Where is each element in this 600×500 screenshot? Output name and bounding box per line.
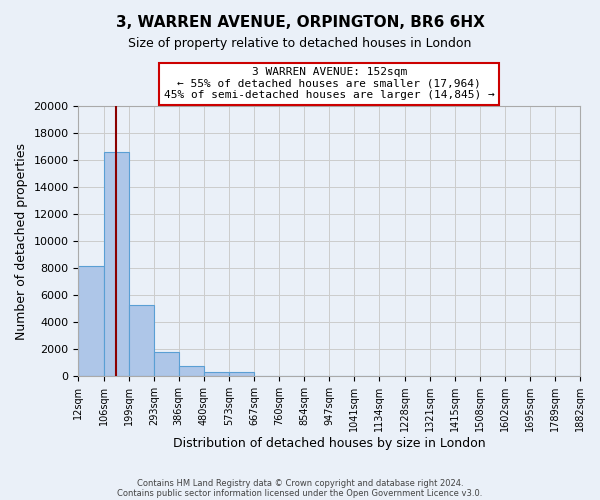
Text: Contains public sector information licensed under the Open Government Licence v3: Contains public sector information licen… <box>118 488 482 498</box>
Text: 3 WARREN AVENUE: 152sqm
← 55% of detached houses are smaller (17,964)
45% of sem: 3 WARREN AVENUE: 152sqm ← 55% of detache… <box>164 68 494 100</box>
Text: Size of property relative to detached houses in London: Size of property relative to detached ho… <box>128 38 472 51</box>
Bar <box>128 304 154 376</box>
Bar <box>204 372 229 376</box>
Bar <box>79 266 104 376</box>
Text: Contains HM Land Registry data © Crown copyright and database right 2024.: Contains HM Land Registry data © Crown c… <box>137 478 463 488</box>
Bar <box>229 372 254 376</box>
Bar <box>154 352 179 376</box>
X-axis label: Distribution of detached houses by size in London: Distribution of detached houses by size … <box>173 437 485 450</box>
Bar <box>104 152 128 376</box>
Bar <box>179 366 204 376</box>
Y-axis label: Number of detached properties: Number of detached properties <box>15 142 28 340</box>
Text: 3, WARREN AVENUE, ORPINGTON, BR6 6HX: 3, WARREN AVENUE, ORPINGTON, BR6 6HX <box>116 15 484 30</box>
